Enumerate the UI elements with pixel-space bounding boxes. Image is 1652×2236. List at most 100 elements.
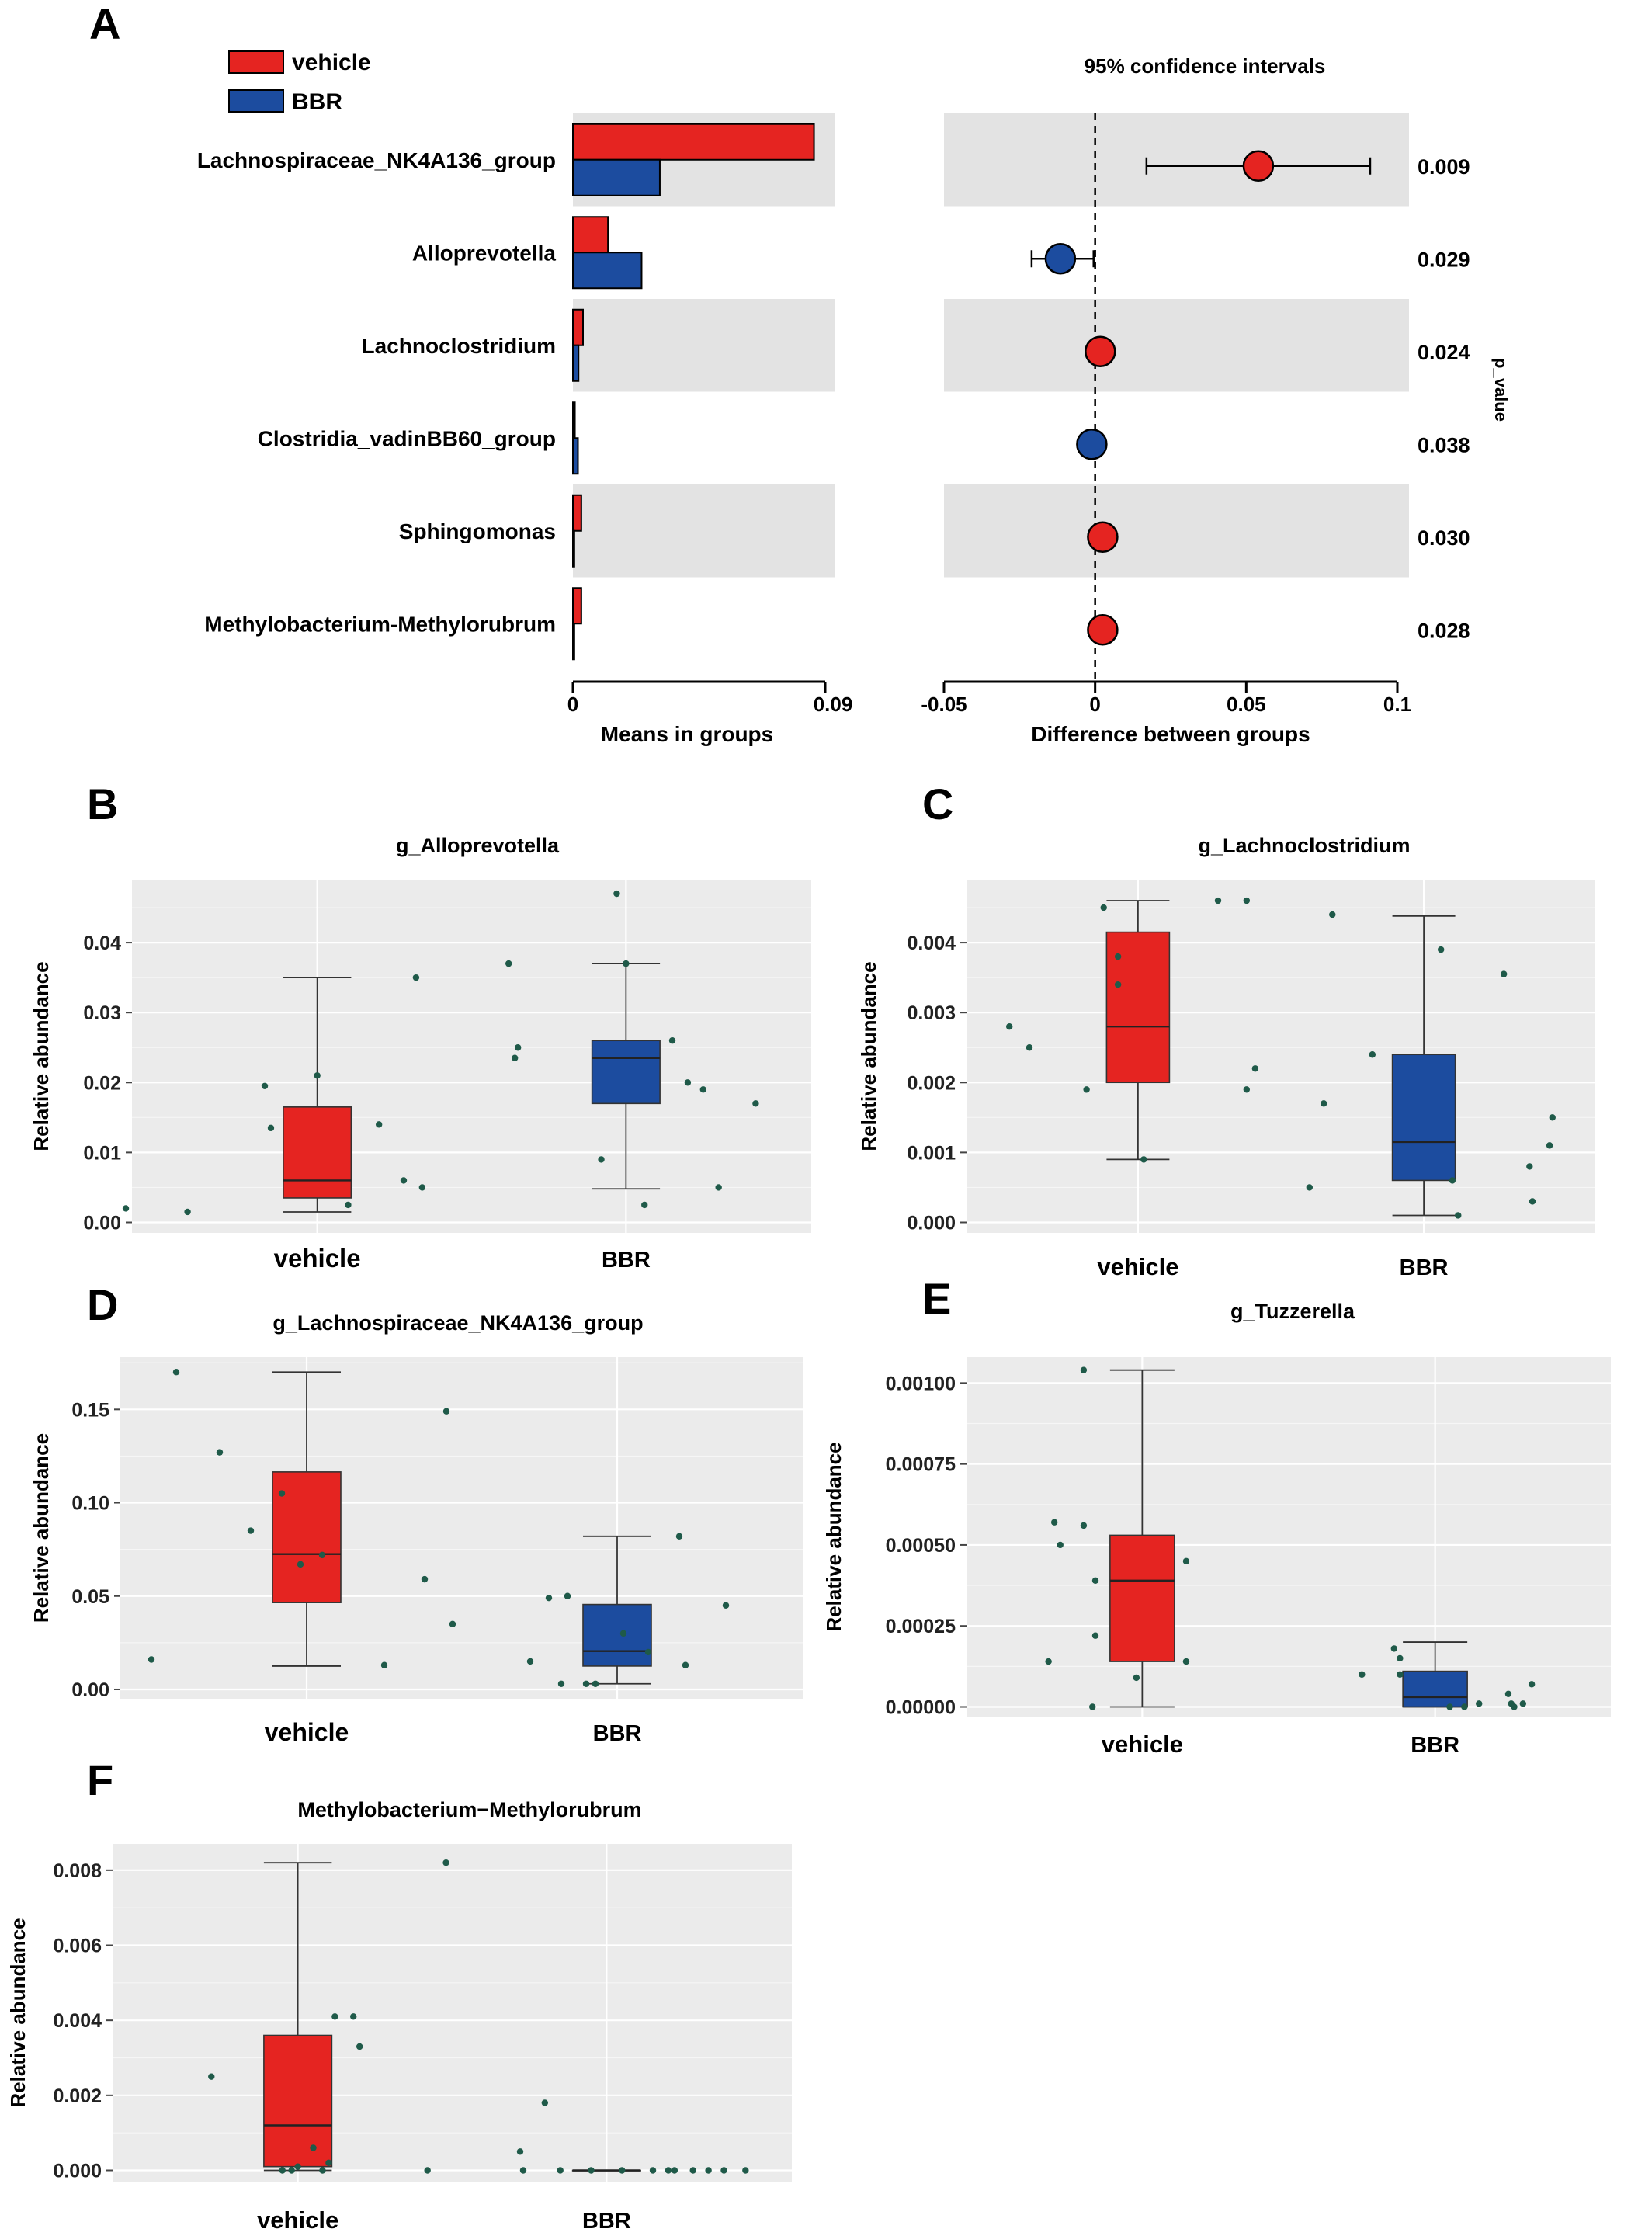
box-bbr: [582, 1603, 652, 1667]
x-tick-label: 0: [1089, 693, 1100, 716]
data-point: [1546, 1142, 1553, 1149]
data-point: [671, 2167, 678, 2174]
y-tick-label: 0.00000: [886, 1696, 956, 1718]
plot-title: g_Lachnospiraceae_NK4A136_group: [272, 1311, 643, 1335]
data-point: [623, 960, 630, 967]
bar-vehicle: [572, 123, 815, 161]
row-stripe: [944, 484, 1409, 578]
data-point: [1449, 1177, 1456, 1184]
y-tick-label: 0.002: [53, 2085, 102, 2107]
box-vehicle: [1109, 1534, 1175, 1662]
data-point: [1461, 1703, 1468, 1710]
box-vehicle: [283, 1106, 352, 1199]
category-label: Alloprevotella: [412, 241, 557, 265]
x-category-label: vehicle: [1097, 1253, 1178, 1280]
data-point: [1329, 911, 1336, 918]
data-point: [1455, 1212, 1462, 1219]
data-point: [526, 1658, 534, 1665]
category-label: Sphingomonas: [399, 519, 556, 543]
legend-label-vehicle: vehicle: [292, 50, 371, 75]
data-point: [345, 1201, 352, 1209]
panel-f-boxplot: Methylobacterium−Methylorubrum 0.000 0.002…: [6, 1798, 792, 2234]
data-point: [1026, 1044, 1033, 1051]
data-point: [279, 2167, 286, 2174]
y-tick-label: 0.05: [71, 1586, 109, 1608]
y-tick-label: 0.004: [53, 2010, 102, 2032]
y-axis-title: Relative abundance: [6, 1918, 30, 2107]
data-point: [668, 1037, 676, 1044]
data-point: [442, 1408, 450, 1415]
y-tick-label: 0.008: [53, 1860, 102, 1882]
y-tick-label: 0.00: [83, 1212, 121, 1234]
data-point: [424, 2167, 431, 2174]
data-point: [1549, 1114, 1556, 1121]
data-point: [545, 1594, 553, 1602]
panel-letter-d: D: [87, 1280, 118, 1329]
data-point: [1092, 1577, 1099, 1585]
x-category-label: vehicle: [257, 2206, 338, 2234]
x-category-label: BBR: [602, 1248, 651, 1273]
data-point: [1057, 1541, 1064, 1549]
x-tick-label: 0.09: [814, 693, 853, 716]
y-tick-label: 0.00075: [886, 1454, 956, 1476]
data-point: [644, 1648, 652, 1656]
data-point: [1476, 1700, 1483, 1707]
data-point: [619, 2167, 626, 2174]
data-point: [380, 1661, 388, 1668]
box-vehicle: [263, 2034, 333, 2168]
box-bbr: [1402, 1670, 1468, 1708]
panel-letter-e: E: [922, 1274, 951, 1323]
data-point: [689, 2167, 696, 2174]
row-stripe: [944, 113, 1409, 207]
category-label: Lachnospiraceae_NK4A136_group: [197, 148, 556, 172]
data-point: [1306, 1184, 1314, 1191]
data-point: [720, 2167, 727, 2174]
data-point: [356, 2043, 363, 2050]
data-point: [1437, 946, 1445, 953]
bar-bbr: [572, 158, 661, 196]
bar-bbr: [572, 437, 579, 475]
box-bbr: [1391, 1054, 1456, 1182]
data-point: [1089, 1703, 1096, 1710]
data-point: [278, 1490, 286, 1497]
bar-bbr: [572, 344, 580, 382]
data-point: [294, 2163, 301, 2170]
y-tick-label: 0.10: [71, 1493, 109, 1515]
category-label: Clostridia_vadinBB60_group: [258, 426, 556, 450]
data-point: [412, 974, 420, 981]
data-point: [1182, 1557, 1190, 1564]
data-point: [541, 2099, 549, 2106]
data-point: [400, 1177, 408, 1184]
data-point: [582, 1680, 590, 1687]
y-axis-title: Relative abundance: [30, 1433, 53, 1623]
data-point: [598, 1156, 605, 1163]
data-point: [1006, 1023, 1013, 1030]
y-tick-label: 0.00025: [886, 1616, 956, 1637]
bar-vehicle: [572, 587, 582, 625]
data-point: [216, 1449, 224, 1456]
data-point: [1446, 1703, 1453, 1710]
y-axis-title: Relative abundance: [30, 961, 53, 1151]
data-point: [1133, 1674, 1140, 1682]
data-point: [1214, 897, 1222, 904]
ci-chart-title: 95% confidence intervals: [1085, 54, 1326, 78]
x-category-label: BBR: [1400, 1255, 1449, 1280]
y-tick-label: 0.006: [53, 1936, 102, 1957]
data-point: [1045, 1658, 1052, 1665]
data-point: [1092, 1632, 1099, 1639]
panel-letter-b: B: [87, 779, 118, 828]
data-point: [519, 2167, 527, 2174]
category-label: Lachnoclostridium: [362, 334, 556, 358]
data-point: [208, 2073, 215, 2080]
data-point: [557, 1680, 565, 1687]
data-point: [310, 2144, 317, 2151]
data-point: [1504, 1690, 1512, 1698]
data-point: [752, 1100, 759, 1107]
data-point: [715, 1184, 722, 1191]
bar-bbr: [572, 252, 643, 290]
data-point: [722, 1602, 730, 1609]
y-tick-label: 0.001: [907, 1142, 956, 1164]
legend: vehicle BBR: [228, 50, 371, 115]
plot-title: g_Lachnoclostridium: [1198, 834, 1410, 857]
data-point: [557, 2167, 564, 2174]
